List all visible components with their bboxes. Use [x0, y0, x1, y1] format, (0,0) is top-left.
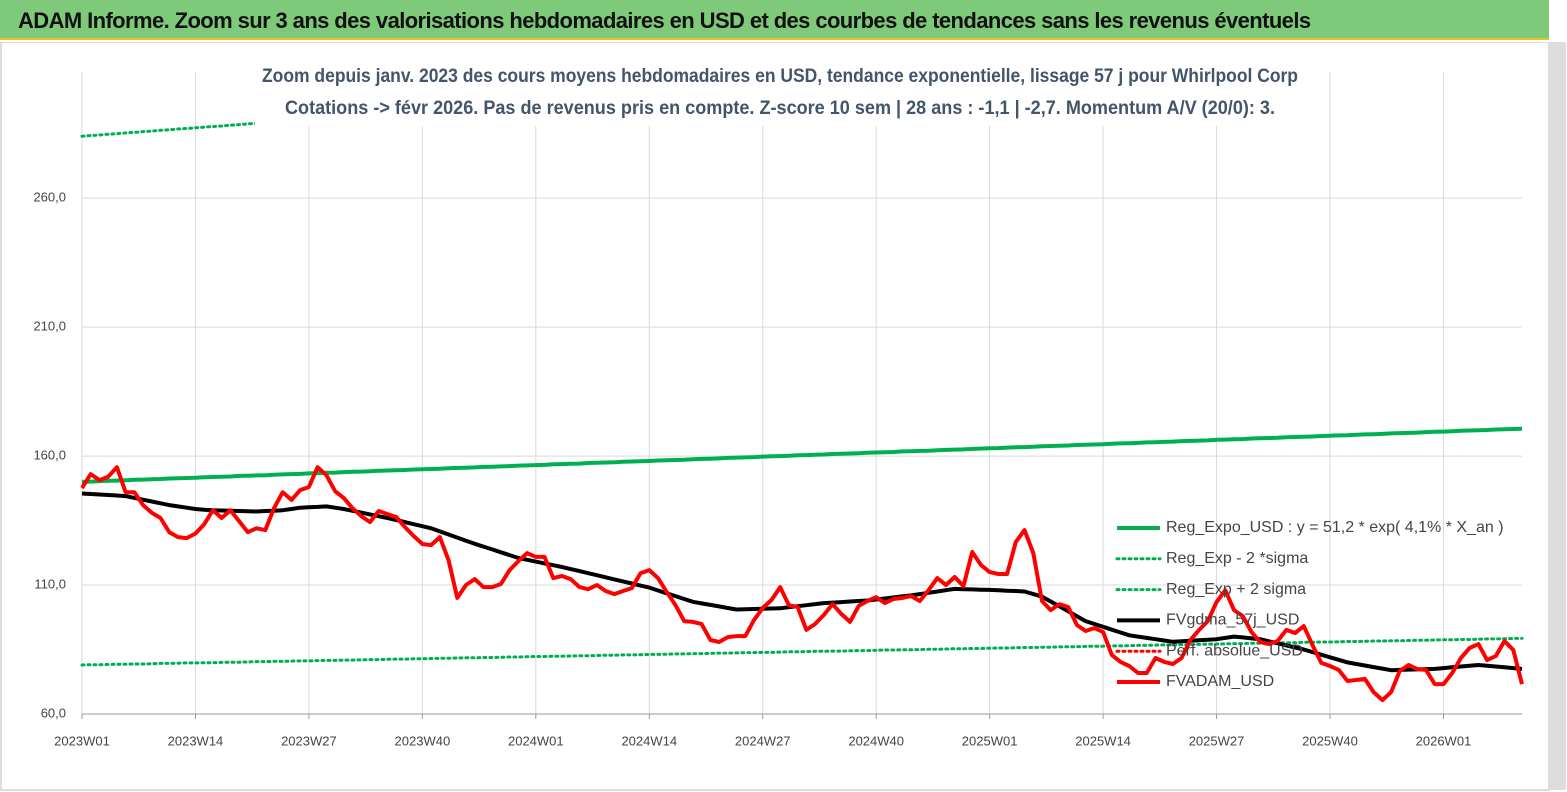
x-tick-label: 2023W40	[395, 733, 451, 748]
chart-title: Zoom depuis janv. 2023 des cours moyens …	[262, 66, 1298, 87]
legend-label: Reg_Exp + 2 sigma	[1166, 581, 1306, 598]
legend-label: FVgdma_57j_USD	[1166, 612, 1299, 629]
legend-label: Perf. absolue_USD	[1166, 642, 1303, 659]
legend-label: Reg_Expo_USD : y = 51,2 * exp( 4,1% * X_…	[1166, 519, 1504, 536]
y-tick-label: 210,0	[33, 319, 66, 334]
side-bar	[1550, 42, 1566, 790]
x-tick-label: 2023W14	[168, 733, 224, 748]
chart-subtitle: Cotations -> févr 2026. Pas de revenus p…	[285, 98, 1275, 119]
x-tick-label: 2026W01	[1416, 733, 1472, 748]
y-tick-label: 60,0	[41, 705, 66, 720]
page-header: ADAM Informe. Zoom sur 3 ans des valoris…	[0, 0, 1549, 40]
legend-label: Reg_Exp - 2 *sigma	[1166, 550, 1308, 567]
x-tick-label: 2025W01	[962, 733, 1018, 748]
x-tick-label: 2024W14	[621, 733, 677, 748]
x-tick-label: 2025W14	[1075, 733, 1131, 748]
series-line	[81, 491, 1523, 673]
y-tick-label: 160,0	[33, 448, 66, 463]
x-tick-label: 2025W40	[1302, 733, 1358, 748]
title-bg	[255, 60, 1305, 126]
x-tick-label: 2024W40	[848, 733, 904, 748]
chart: 60,0 110,0 160,0 210,0 260,0 2023W01 2023W14 20…	[0, 42, 1566, 791]
x-tick-label: 2024W27	[735, 733, 791, 748]
x-tick-label: 2023W01	[54, 733, 110, 748]
x-tick-label: 2024W01	[508, 733, 564, 748]
x-tick-label: 2025W27	[1189, 733, 1245, 748]
x-tick-label: 2023W27	[281, 733, 337, 748]
chart-frame	[0, 42, 1550, 791]
y-tick-label: 260,0	[33, 190, 66, 205]
y-tick-label: 110,0	[34, 576, 66, 591]
legend-label: FVADAM_USD	[1166, 673, 1274, 690]
series-line	[80, 465, 1524, 703]
